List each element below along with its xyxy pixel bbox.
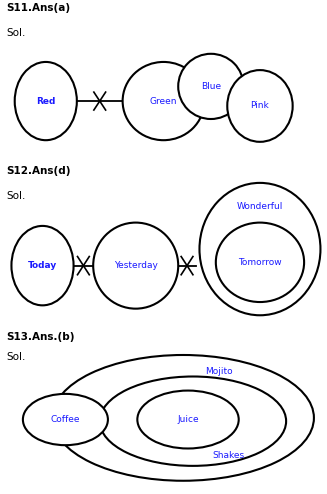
Text: Coffee: Coffee [51, 415, 80, 424]
Ellipse shape [178, 54, 244, 119]
Text: S13.Ans.(b): S13.Ans.(b) [7, 332, 75, 342]
Text: S12.Ans(d): S12.Ans(d) [7, 166, 71, 176]
Text: S11.Ans(a): S11.Ans(a) [7, 3, 71, 13]
Text: Juice: Juice [177, 415, 199, 424]
Text: Mojito: Mojito [205, 367, 233, 376]
Ellipse shape [52, 355, 314, 481]
Ellipse shape [199, 183, 320, 315]
Text: Tomorrow: Tomorrow [238, 258, 282, 267]
Text: Red: Red [36, 96, 56, 106]
Ellipse shape [15, 62, 77, 140]
Text: Green: Green [150, 96, 177, 106]
Ellipse shape [100, 376, 286, 466]
Text: Today: Today [28, 261, 57, 270]
Text: Sol.: Sol. [7, 28, 26, 38]
Ellipse shape [123, 62, 204, 140]
Ellipse shape [216, 223, 304, 302]
Ellipse shape [93, 223, 178, 309]
Ellipse shape [23, 394, 108, 445]
Text: Blue: Blue [201, 82, 221, 91]
Text: Wonderful: Wonderful [237, 202, 283, 210]
Text: Sol.: Sol. [7, 191, 26, 201]
Text: Yesterday: Yesterday [114, 261, 158, 270]
Text: Shakes: Shakes [213, 452, 245, 460]
Text: Sol.: Sol. [7, 352, 26, 362]
Ellipse shape [11, 226, 74, 305]
Ellipse shape [227, 70, 293, 142]
Ellipse shape [137, 391, 239, 449]
Text: Pink: Pink [250, 101, 269, 111]
